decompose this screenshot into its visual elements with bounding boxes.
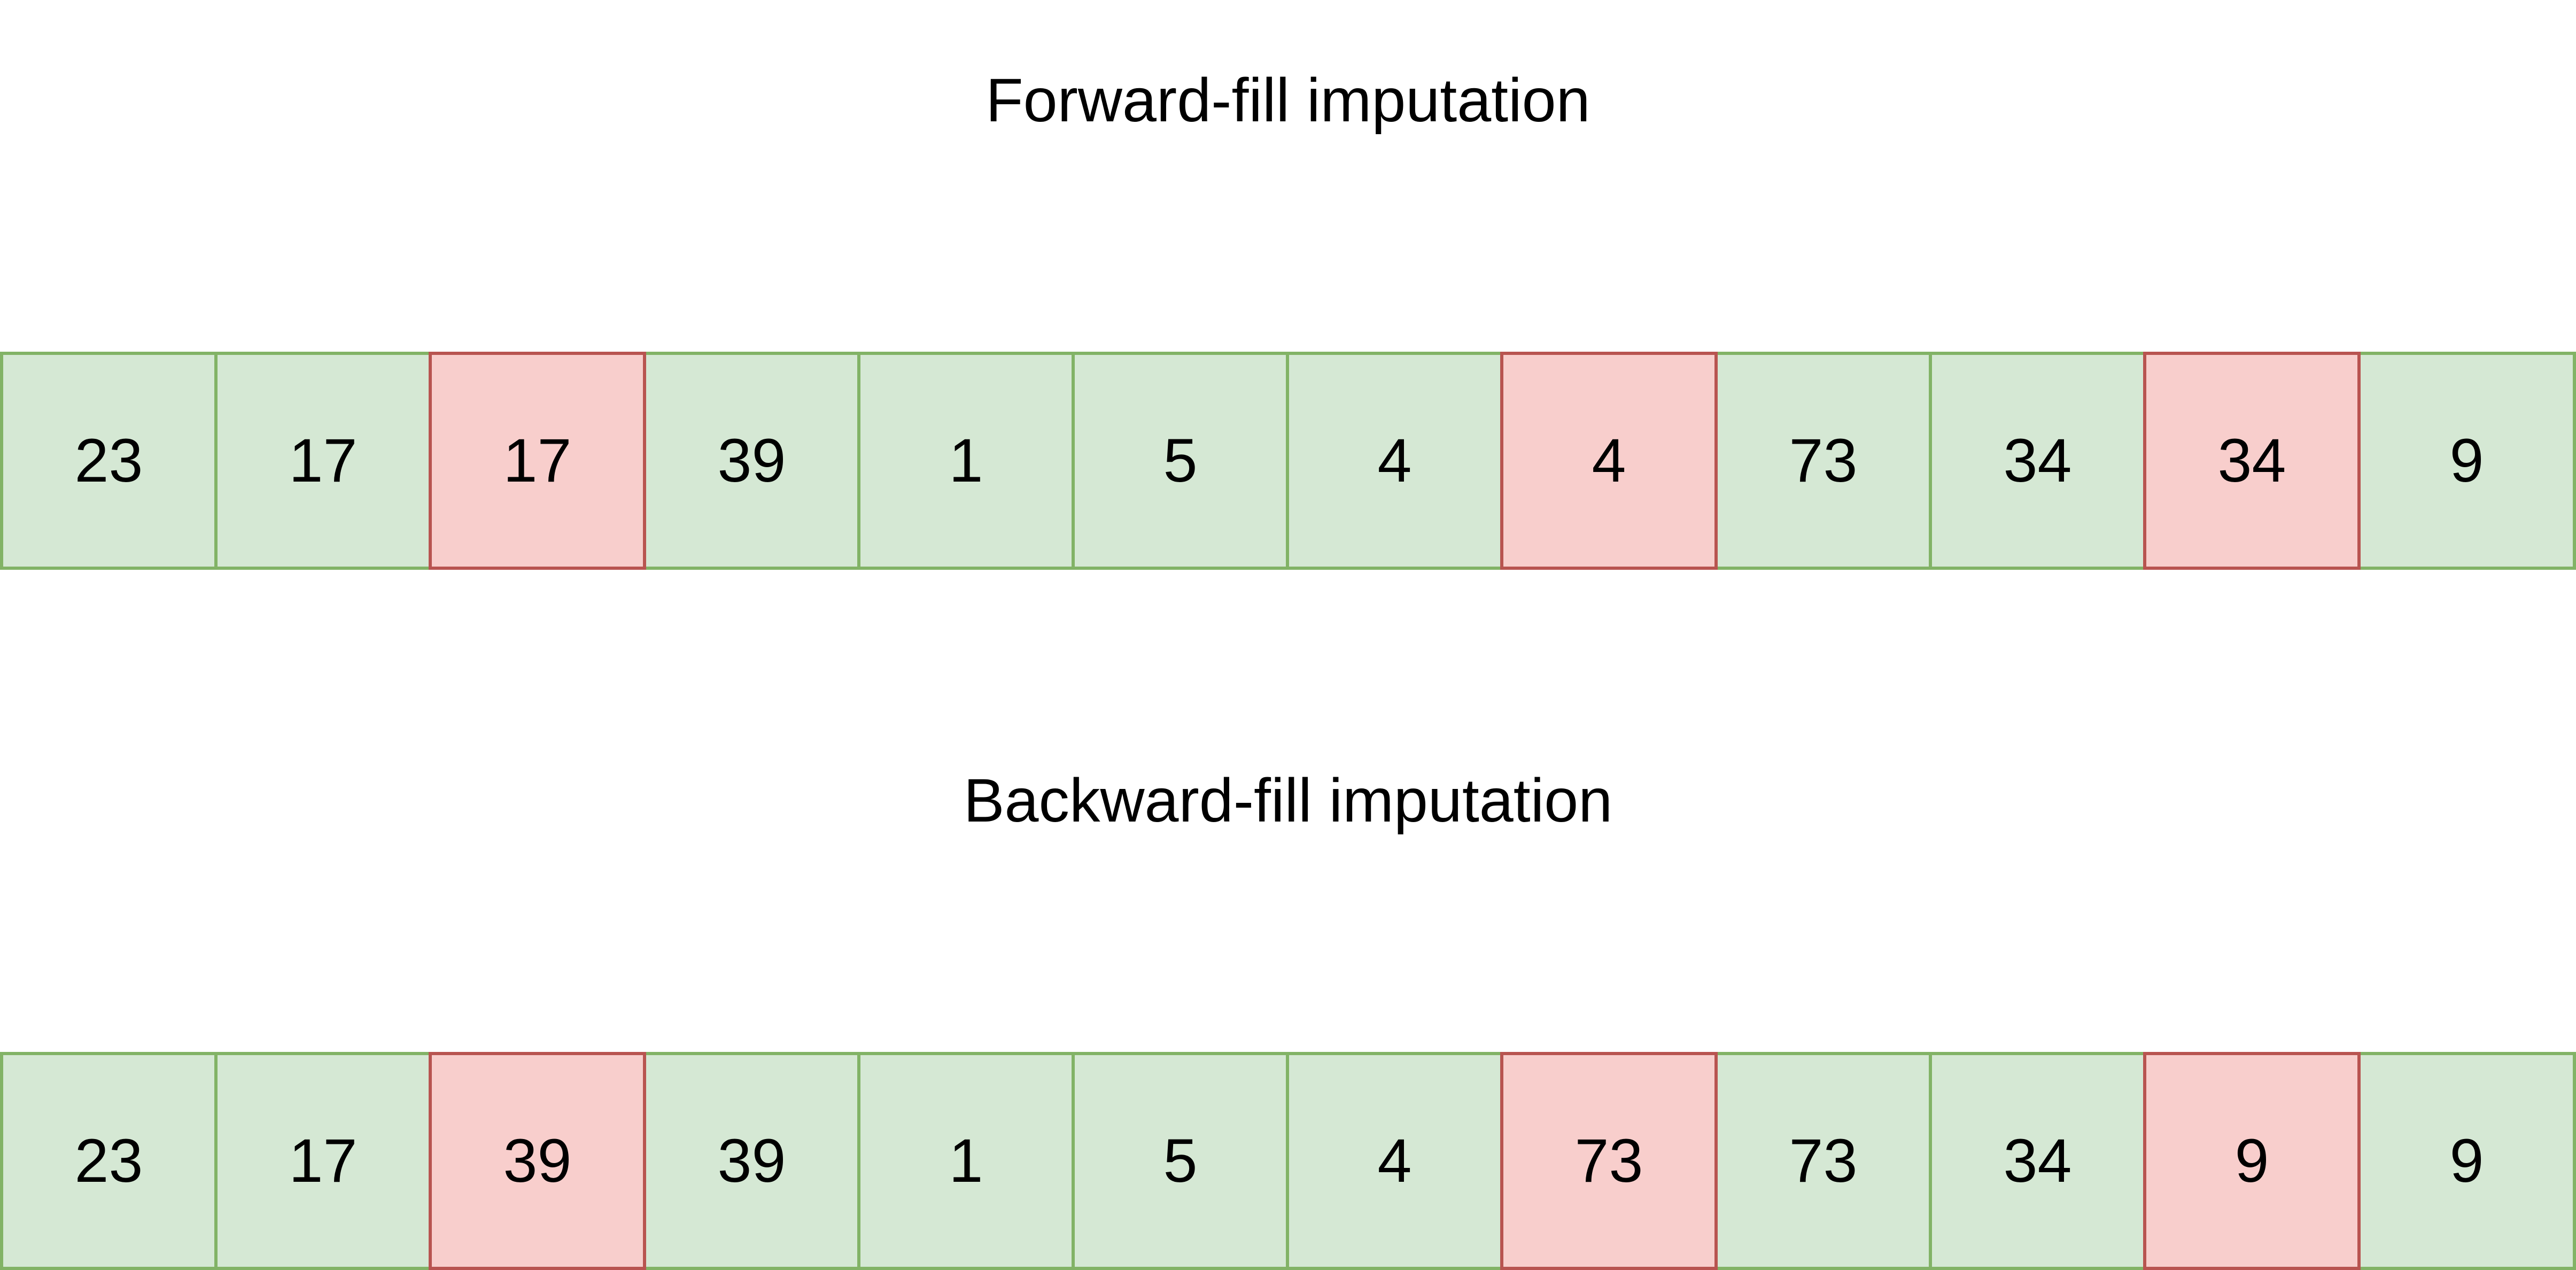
observed-cell: 73	[1714, 352, 1932, 570]
observed-cell: 39	[643, 1052, 860, 1270]
observed-cell: 4	[1286, 1052, 1503, 1270]
backward-fill-title: Backward-fill imputation	[963, 766, 1613, 835]
backward-fill-row: 23 17 39 39 1 5 4 73 73 34 9 9	[0, 1052, 2576, 1270]
imputed-cell: 9	[2143, 1052, 2361, 1270]
imputed-cell: 4	[1500, 352, 1718, 570]
observed-cell: 23	[0, 352, 218, 570]
imputed-cell: 73	[1500, 1052, 1718, 1270]
observed-cell: 1	[857, 1052, 1075, 1270]
imputed-cell: 17	[429, 352, 646, 570]
imputed-cell: 34	[2143, 352, 2361, 570]
forward-fill-title: Forward-fill imputation	[986, 66, 1590, 135]
observed-cell: 73	[1714, 1052, 1932, 1270]
observed-cell: 39	[643, 352, 860, 570]
observed-cell: 1	[857, 352, 1075, 570]
observed-cell: 4	[1286, 352, 1503, 570]
observed-cell: 34	[1929, 1052, 2146, 1270]
observed-cell: 5	[1072, 352, 1289, 570]
observed-cell: 9	[2357, 352, 2576, 570]
observed-cell: 34	[1929, 352, 2146, 570]
observed-cell: 17	[214, 352, 432, 570]
observed-cell: 17	[214, 1052, 432, 1270]
observed-cell: 5	[1072, 1052, 1289, 1270]
imputed-cell: 39	[429, 1052, 646, 1270]
observed-cell: 23	[0, 1052, 218, 1270]
forward-fill-row: 23 17 17 39 1 5 4 4 73 34 34 9	[0, 352, 2576, 570]
observed-cell: 9	[2357, 1052, 2576, 1270]
